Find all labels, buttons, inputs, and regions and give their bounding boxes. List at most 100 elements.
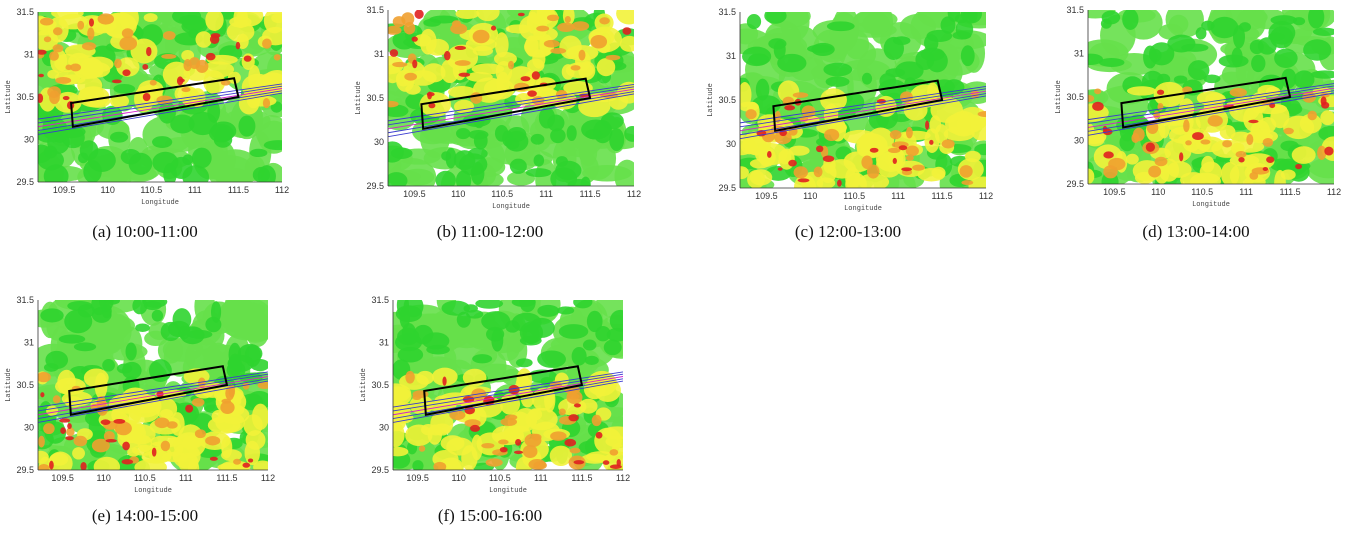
echo-cell	[599, 17, 610, 25]
echo-cell	[486, 326, 505, 342]
transmission-line	[1088, 85, 1334, 124]
echo-cell	[172, 12, 202, 25]
y-axis-label: Latitude	[355, 81, 363, 115]
y-tick-label: 30.5	[718, 95, 736, 105]
transmission-line	[1088, 92, 1334, 136]
y-tick-label: 31	[1074, 49, 1084, 59]
panel-caption-b: (b) 11:00-12:00	[436, 222, 544, 241]
echo-cell	[970, 89, 980, 99]
echo-cell	[209, 34, 220, 44]
echo-cell	[143, 13, 158, 22]
echo-cell	[1310, 70, 1334, 79]
echo-cell	[1270, 26, 1294, 49]
echo-cell	[605, 54, 621, 61]
echo-cell	[109, 94, 130, 108]
echo-cell	[215, 126, 230, 142]
study-region-box	[420, 77, 592, 130]
echo-cell	[160, 409, 174, 419]
echo-cell	[1154, 160, 1170, 184]
echo-cell	[146, 46, 152, 57]
echo-cell	[573, 300, 593, 309]
echo-cell	[456, 311, 471, 328]
echo-cell	[591, 414, 602, 427]
x-tick-label: 109.5	[755, 191, 778, 201]
echo-cell	[476, 10, 500, 22]
echo-cell	[777, 80, 800, 103]
echo-cell	[960, 45, 975, 67]
echo-cell	[426, 38, 450, 56]
echo-cell	[83, 160, 102, 182]
echo-cell	[1274, 48, 1298, 69]
y-axis-label: Latitude	[5, 80, 13, 114]
echo-cell	[622, 27, 632, 35]
echo-cell	[566, 390, 583, 405]
x-tick-label: 112	[979, 191, 993, 201]
echo-cell	[451, 20, 462, 28]
echo-cell	[113, 419, 126, 424]
x-tick-label: 111.5	[579, 189, 600, 199]
echo-cell	[52, 44, 64, 53]
echo-cell	[580, 176, 591, 186]
echo-cell	[1192, 132, 1204, 141]
y-tick-label: 31	[726, 51, 736, 61]
radar-echo-field	[1088, 10, 1334, 184]
echo-cell	[151, 447, 157, 457]
echo-cell	[38, 73, 44, 78]
echo-cell	[405, 370, 415, 384]
echo-cell	[580, 453, 609, 464]
echo-cell	[619, 35, 634, 52]
echo-cell	[233, 458, 242, 465]
y-tick-label: 30.5	[366, 93, 384, 103]
echo-cell	[532, 49, 546, 69]
echo-cell	[546, 14, 560, 22]
echo-cell	[889, 129, 902, 140]
study-region-box	[70, 77, 240, 128]
echo-cell	[511, 312, 542, 333]
echo-cell	[38, 49, 47, 55]
y-tick-label: 30	[374, 137, 384, 147]
echo-cell	[929, 139, 934, 145]
echo-cell	[1210, 16, 1239, 39]
echo-cell	[746, 13, 762, 30]
echo-cell	[494, 32, 509, 58]
echo-cell	[517, 12, 525, 17]
x-tick-label: 111.5	[571, 473, 592, 483]
echo-cell	[409, 395, 434, 415]
y-tick-label: 30.5	[16, 380, 34, 390]
x-tick-label: 110.5	[140, 185, 162, 195]
echo-cell	[507, 60, 515, 70]
map-panel-a: 109.5 110 110.5 111 111.5 112 29.5 30 30.5 31 31.5…	[0, 4, 290, 207]
echo-cell	[174, 32, 204, 46]
x-tick-label: 112	[261, 473, 275, 483]
echo-cell	[165, 437, 184, 457]
echo-cell	[499, 446, 508, 453]
echo-cell	[1187, 60, 1210, 81]
echo-cell	[142, 92, 151, 102]
echo-cell	[49, 90, 60, 105]
echo-cell	[594, 427, 622, 454]
echo-cell	[1088, 94, 1095, 103]
echo-cell	[135, 323, 150, 333]
echo-cell	[262, 38, 272, 49]
echo-cell	[205, 12, 224, 31]
radar-echo-field	[393, 300, 623, 470]
echo-cell	[1229, 87, 1247, 97]
echo-cell	[524, 433, 542, 448]
echo-cell	[434, 395, 451, 406]
x-tick-label: 110	[452, 473, 466, 483]
echo-cell	[160, 321, 181, 342]
echo-cell	[578, 61, 596, 81]
echo-cell	[233, 302, 266, 317]
echo-cell	[1167, 34, 1196, 53]
echo-cell	[419, 92, 452, 117]
echo-cell	[247, 458, 254, 463]
echo-cell	[418, 445, 426, 452]
x-axis-label: Longitude	[134, 487, 172, 495]
echo-cell	[454, 60, 471, 66]
echo-cell	[469, 424, 481, 432]
echo-cell	[826, 21, 855, 32]
echo-cell	[273, 54, 281, 61]
echo-cell	[1094, 88, 1102, 95]
echo-cell	[1195, 27, 1207, 40]
x-axis-label: Longitude	[489, 487, 527, 495]
